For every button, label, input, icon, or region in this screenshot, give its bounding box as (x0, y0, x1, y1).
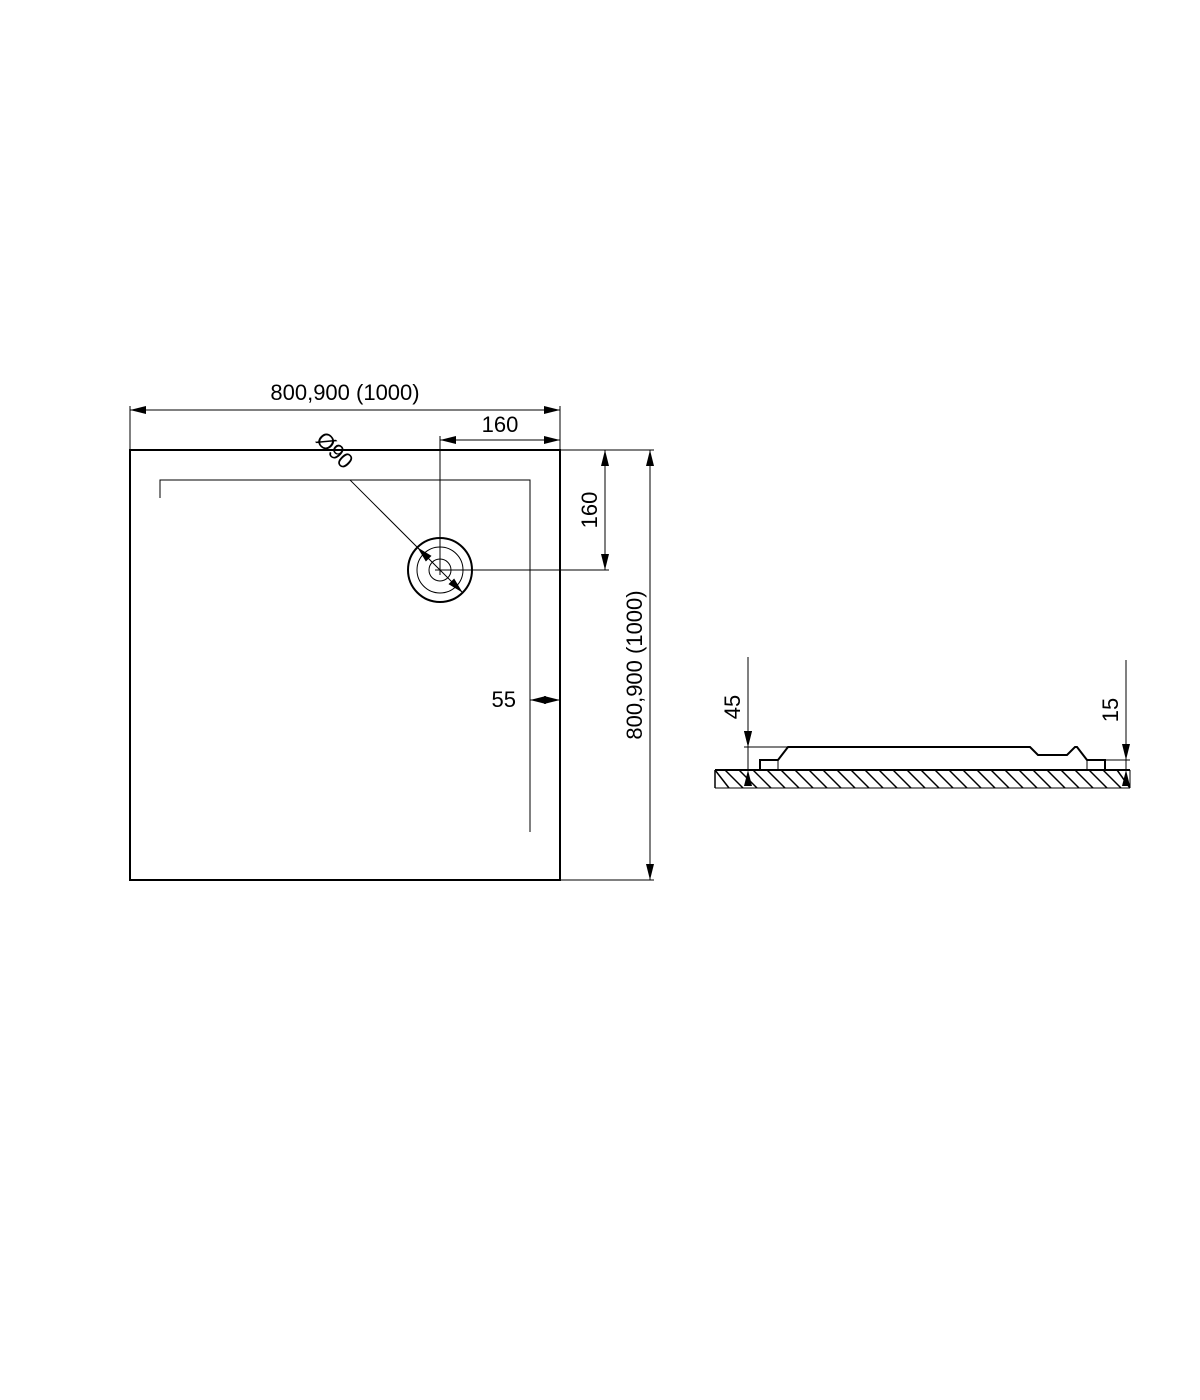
dim-45-label: 45 (720, 695, 745, 719)
dim-overall-height: 800,900 (1000) (622, 450, 654, 880)
svg-text:800,900 (1000): 800,900 (1000) (622, 590, 647, 739)
tray-section-profile (760, 747, 1105, 770)
tray-outline (130, 450, 560, 880)
svg-text:160: 160 (577, 492, 602, 529)
dim-160-right: 160 (577, 450, 609, 570)
dim-15: 15 (1098, 660, 1130, 786)
dim-overall-width: 800,900 (1000) (130, 380, 560, 414)
section-view: 45 15 (715, 657, 1130, 788)
dim-55-label: 55 (492, 687, 516, 712)
dim-15-label: 15 (1098, 698, 1123, 722)
plan-view: Ø90 800,900 (1000) 160 800,900 (1000) 160 55 (130, 380, 654, 880)
svg-text:160: 160 (482, 412, 519, 437)
dim-160-top: 160 (440, 412, 560, 444)
technical-drawing: Ø90 800,900 (1000) 160 800,900 (1000) 160 55 4… (0, 0, 1200, 1400)
drain-dia-label: Ø90 (311, 427, 358, 474)
svg-text:800,900 (1000): 800,900 (1000) (270, 380, 419, 405)
